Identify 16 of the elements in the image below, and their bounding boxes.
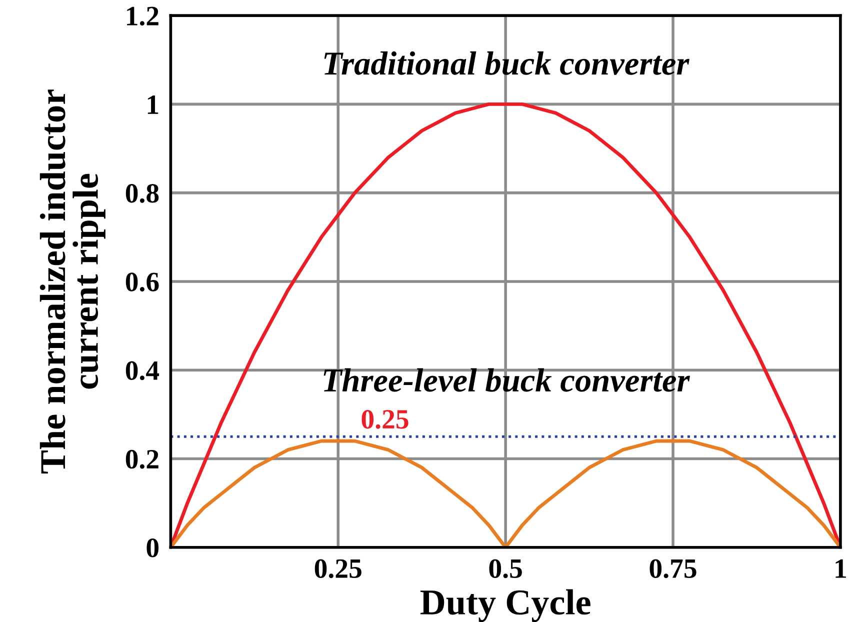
x-tick-label: 0.5 — [489, 559, 522, 578]
ref-line-label: 0.25 — [362, 410, 408, 429]
x-tick-label: 0.75 — [650, 559, 696, 578]
y-tick-label: 0.6 — [126, 272, 159, 292]
y-tick-label: 1.2 — [127, 6, 158, 26]
series-label: Three-level buck converter — [324, 368, 690, 392]
x-axis-title: Duty Cycle — [420, 589, 590, 622]
y-axis-title: The normalized inductor current ripple — [40, 90, 106, 474]
y-tick-label: 0.4 — [126, 361, 160, 380]
x-tick-label: 0.25 — [314, 559, 362, 578]
series-label: Traditional buck converter — [324, 51, 690, 75]
x-tick-label: 1 — [836, 559, 846, 578]
y-tick-label: 0 — [146, 538, 159, 558]
y-tick-label: 0.8 — [126, 184, 159, 203]
y-tick-label: 1 — [148, 95, 158, 114]
y-tick-label: 0.2 — [126, 450, 158, 469]
